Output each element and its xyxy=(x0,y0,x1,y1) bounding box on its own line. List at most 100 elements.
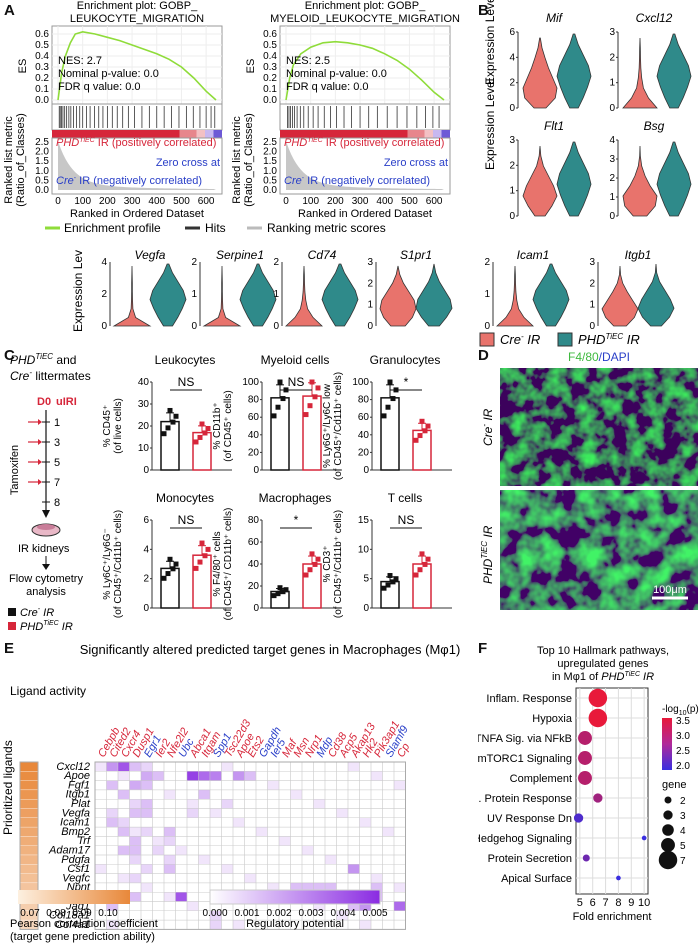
barplot-tick: 10 xyxy=(358,544,370,555)
pathway-label: Complement xyxy=(510,773,572,785)
data-point xyxy=(425,556,431,562)
violin-tick: 2 xyxy=(589,278,595,289)
heatmap-cell xyxy=(382,891,395,902)
heatmap-cell xyxy=(117,873,130,884)
heatmap-cell xyxy=(336,873,349,884)
heatmap-cell xyxy=(198,780,211,791)
ligand-label: Apoe xyxy=(63,770,90,782)
regulatory-tick: 0.004 xyxy=(330,908,355,919)
heatmap-cell xyxy=(106,808,119,819)
data-point xyxy=(385,404,391,410)
barplot-ylabel-1: % Ly6G⁺/Ly6C low xyxy=(322,383,333,468)
gsea-x-tick: 200 xyxy=(99,196,116,207)
heatmap-cell xyxy=(347,854,360,865)
dotplot-frame xyxy=(575,687,649,895)
heatmap-cell xyxy=(163,771,176,781)
violin-shape xyxy=(656,33,692,109)
heatmap-cell xyxy=(393,817,406,828)
heatmap-cell xyxy=(370,798,383,809)
heatmap-cell xyxy=(382,836,395,846)
heatmap-cell xyxy=(382,864,395,874)
violin-tick: 0 xyxy=(101,321,107,332)
heatmap-cell xyxy=(140,817,153,828)
heatmap-cell xyxy=(117,780,130,791)
heatmap-cell xyxy=(209,873,222,884)
heatmap-cell xyxy=(209,864,222,874)
schema-line1: PHDTiEC and xyxy=(10,352,76,367)
gsea-y-label-1: Ranked list metric xyxy=(231,116,243,204)
gene-size-dot xyxy=(663,810,673,820)
data-point xyxy=(271,593,277,599)
heatmap-cell xyxy=(359,789,372,800)
heatmap-cell xyxy=(209,771,222,781)
ligand-activity-cell xyxy=(19,817,39,828)
heatmap-cell xyxy=(232,761,245,772)
heatmap-cell xyxy=(278,836,291,846)
violin-shape xyxy=(495,265,535,327)
heatmap-cell xyxy=(301,817,314,828)
heatmap-cell xyxy=(290,826,303,837)
dotplot-title-3: in Mφ1 of PHDTiEC IR xyxy=(552,671,654,683)
heatmap-cell xyxy=(209,845,222,856)
heatmap-cell xyxy=(209,826,222,837)
heatmap-cell xyxy=(186,798,199,809)
heatmap-cell xyxy=(186,901,199,912)
violin-shape xyxy=(522,37,558,109)
heatmap-cell xyxy=(198,817,211,828)
violin-tick: 2 xyxy=(509,78,515,89)
dotplot-x-tick: 8 xyxy=(615,897,621,909)
gsea-x-tick: 500 xyxy=(401,196,418,207)
es-axis-label: ES xyxy=(17,59,29,74)
heatmap-cell xyxy=(359,919,372,930)
dotplot-x-tick: 9 xyxy=(628,897,634,909)
heatmap-cell xyxy=(106,771,119,781)
ligand-label: Pdgfa xyxy=(61,854,90,866)
violin-tick: 2 xyxy=(609,52,615,63)
heatmap-cell xyxy=(129,845,142,856)
heatmap-cell xyxy=(313,873,326,884)
heatmap-cell xyxy=(347,919,360,930)
heatmap-cell xyxy=(359,761,372,772)
gsea-x-label: Ranked in Ordered Dataset xyxy=(70,208,204,220)
heatmap-cell xyxy=(175,901,188,912)
gene-size-dot xyxy=(662,824,674,836)
data-point xyxy=(280,589,286,595)
barplot-title: Granulocytes xyxy=(370,353,441,367)
heatmap-cell xyxy=(255,836,268,846)
heatmap-cell xyxy=(186,873,199,884)
gsea-x-tick: 600 xyxy=(426,196,443,207)
heatmap-cell xyxy=(290,808,303,819)
heatmap-cell xyxy=(94,817,107,828)
heatmap-cell xyxy=(140,882,153,893)
heatmap-cell xyxy=(221,873,234,884)
heatmap-cell xyxy=(347,826,360,837)
heatmap-cell xyxy=(140,826,153,837)
heatmap-cell xyxy=(152,901,165,912)
es-axis-label: ES xyxy=(245,59,257,74)
heatmap-cell xyxy=(175,910,188,921)
pathway-label: Inflam. Response xyxy=(486,693,572,705)
ligand-activity-cell xyxy=(19,789,39,800)
cre-swatch xyxy=(479,332,495,347)
heatmap-cell xyxy=(129,789,142,800)
heatmap-cell xyxy=(129,864,142,874)
gsea-x-tick: 300 xyxy=(352,196,369,207)
heatmap-cell xyxy=(163,817,176,828)
panel-label-f: F xyxy=(478,640,488,657)
barplot-tick: 40 xyxy=(358,430,370,441)
data-point xyxy=(303,572,309,578)
gsea-y-label-2: (Ratio_of_Classes) xyxy=(15,113,27,207)
ligand-activity-cell xyxy=(19,854,39,865)
gene-size-label: 5 xyxy=(680,841,686,852)
legend-hits: Hits xyxy=(205,221,226,235)
violin-tick: 0 xyxy=(367,321,373,332)
pathway-label: Hypoxia xyxy=(532,713,573,725)
heatmap-cell xyxy=(290,836,303,846)
heatmap-cell xyxy=(163,826,176,837)
heatmap-cell xyxy=(359,771,372,781)
metric-tick: 2.5 xyxy=(263,137,277,148)
heatmap-cell xyxy=(163,854,176,865)
heatmap-cell xyxy=(267,845,280,856)
heatmap-cell xyxy=(255,864,268,874)
dotplot-panel-f: Top 10 Hallmark pathways, upregulated ge… xyxy=(478,645,699,923)
